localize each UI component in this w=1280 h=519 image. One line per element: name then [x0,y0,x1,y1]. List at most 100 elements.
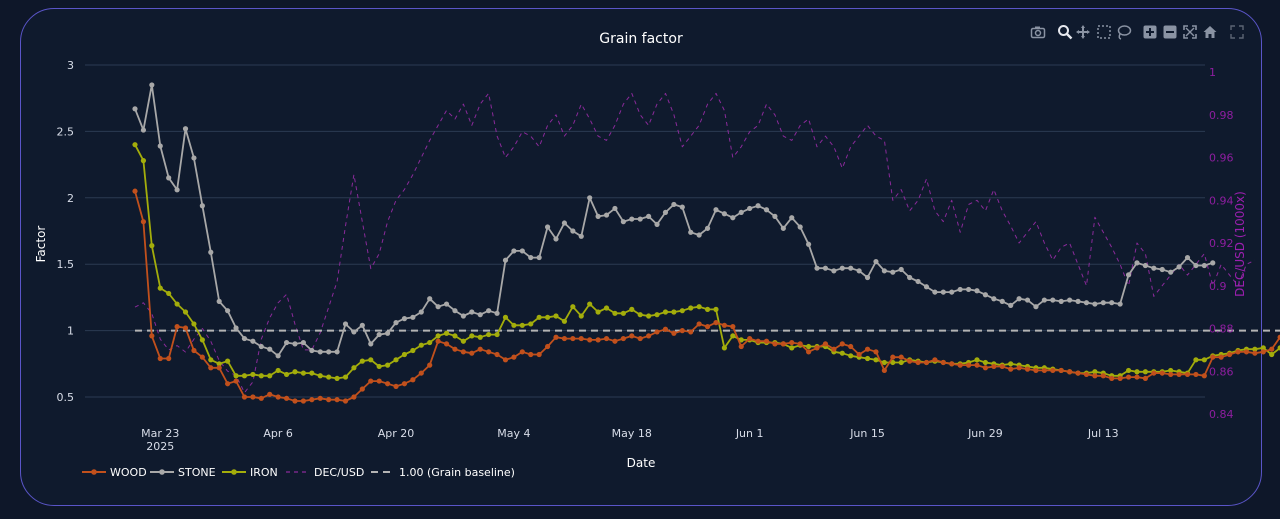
data-point-stone [915,278,921,285]
y-tick-label: 2.5 [57,125,75,138]
data-point-stone [410,314,416,320]
data-point-stone [494,310,500,316]
data-point-wood [191,347,197,354]
lasso-icon[interactable] [1116,24,1132,40]
data-point-iron [519,322,525,328]
data-point-wood [216,365,222,371]
data-point-iron [873,357,879,363]
data-point-stone [511,248,517,254]
data-point-stone [688,229,694,235]
pan-icon[interactable] [1075,24,1091,40]
data-point-iron [738,337,744,343]
data-point-stone [721,211,728,217]
data-point-iron [561,318,568,324]
legend[interactable]: WOOD STONE IRON DEC/USD 1.00 (Grain baseline… [82,466,515,479]
data-point-wood [1134,374,1140,380]
data-point-iron [410,347,416,354]
data-point-wood [570,335,576,342]
data-point-wood [1075,370,1081,376]
data-point-iron [359,358,365,364]
data-point-iron [620,310,626,316]
data-point-stone [780,225,786,231]
legend-item-wood[interactable]: WOOD [82,466,147,479]
data-point-iron [587,301,593,307]
data-point-iron [553,313,559,319]
data-point-stone [654,221,660,227]
data-point-wood [595,337,601,343]
data-point-stone [283,339,290,346]
data-point-wood [401,381,408,387]
data-point-iron [511,322,517,328]
data-point-iron [182,309,189,315]
data-point-wood [1218,354,1224,360]
data-point-stone [519,248,525,254]
data-point-wood [494,351,500,358]
data-point-iron [208,357,214,363]
data-point-wood [351,394,357,400]
series-layer [132,82,1280,404]
data-point-wood [814,345,820,351]
camera-icon[interactable] [1030,24,1046,40]
data-point-iron [342,374,349,380]
data-point-iron [216,361,222,367]
data-point-stone [974,288,980,294]
data-point-iron [225,358,231,364]
data-point-wood [149,333,155,339]
data-point-wood [620,335,626,342]
data-point-iron [848,353,854,359]
data-point-wood [1016,365,1022,371]
home-icon[interactable] [1202,24,1218,40]
zoom-icon[interactable] [1057,24,1073,40]
y2-tick-label: 0.86 [1209,365,1234,378]
data-point-iron [864,355,871,362]
data-point-wood [452,346,458,352]
data-point-wood [182,325,189,331]
data-point-stone [595,213,601,219]
data-point-wood [1235,349,1241,355]
data-point-wood [1092,373,1098,379]
data-point-wood [460,349,466,355]
data-point-wood [974,362,980,368]
legend-item-1-00-grain-baseline[interactable]: 1.00 (Grain baseline) [371,466,515,479]
data-point-stone [561,220,568,226]
data-point-iron [401,351,408,358]
data-point-iron [443,330,450,336]
data-point-stone [747,205,753,212]
data-point-iron [326,374,332,380]
data-point-stone [671,201,677,208]
data-point-iron [881,359,887,366]
data-point-iron [1201,357,1207,363]
data-point-wood [603,335,610,342]
data-point-iron [704,306,711,312]
data-point-stone [814,265,820,271]
zoom-in-icon[interactable] [1142,24,1158,40]
data-point-iron [528,321,534,327]
data-point-wood [1067,369,1073,375]
data-point-stone [856,268,862,274]
data-point-stone [1193,262,1199,269]
y2-tick-label: 0.98 [1209,109,1234,122]
data-point-stone [182,126,189,132]
data-point-wood [932,357,938,363]
data-point-stone [376,331,382,338]
data-point-stone [140,127,147,133]
legend-label: 1.00 (Grain baseline) [399,466,515,479]
legend-item-iron[interactable]: IRON [222,466,278,479]
data-point-wood [359,386,365,392]
data-point-iron [477,334,483,340]
fullscreen-icon[interactable] [1229,24,1245,40]
data-point-stone [1184,254,1191,261]
data-point-stone [881,268,887,274]
zoom-out-icon[interactable] [1162,24,1178,40]
legend-item-stone[interactable]: STONE [150,466,216,479]
y2-tick-label: 0.92 [1209,237,1234,250]
data-point-wood [1269,346,1275,352]
legend-item-dec-usd[interactable]: DEC/USD [286,466,364,479]
data-point-iron [544,314,551,320]
gridlines [85,64,1205,398]
autoscale-icon[interactable] [1182,24,1198,40]
data-point-stone [309,347,315,354]
box-select-icon[interactable] [1096,24,1112,40]
y2-tick-label: 0.94 [1209,194,1234,207]
